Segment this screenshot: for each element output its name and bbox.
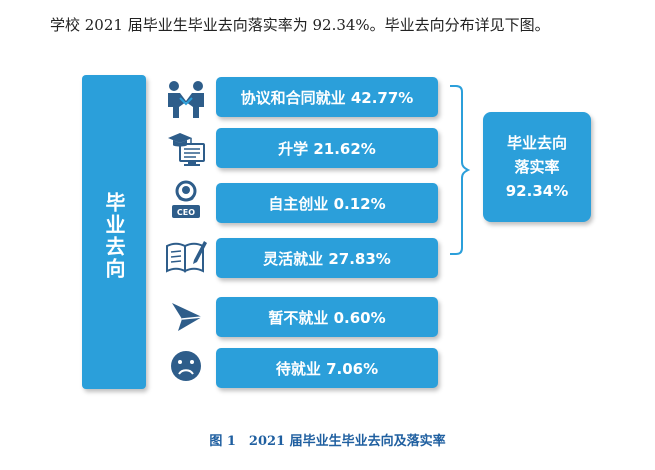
graduation-cap-screen-icon xyxy=(168,133,205,166)
paper-plane-icon xyxy=(172,303,203,331)
book-pen-icon xyxy=(166,241,207,273)
intro-text: 学校 2021 届毕业生毕业去向落实率为 92.34%。毕业去向分布详见下图。 xyxy=(50,16,550,34)
destination-side-bar: 毕业去向 xyxy=(82,75,146,389)
summary-value: 92.34% xyxy=(505,182,569,200)
item-agreement-contract-employment: 协议和合同就业 42.77% xyxy=(216,77,438,117)
sad-face-icon xyxy=(171,351,201,381)
figure-caption: 图 1 2021 届毕业生毕业去向及落实率 xyxy=(209,434,446,449)
ceo-person-icon: CEO xyxy=(172,180,200,218)
svg-text:CEO: CEO xyxy=(177,208,195,217)
side-bar-label: 毕业去向 xyxy=(102,192,126,280)
summary-bracket xyxy=(450,85,471,255)
item-further-study: 升学 21.62% xyxy=(216,128,438,168)
item-not-employed-yet: 暂不就业 0.60% xyxy=(216,297,438,337)
summary-line-2: 落实率 xyxy=(514,158,560,176)
item-awaiting-employment: 待就业 7.06% xyxy=(216,348,438,388)
item-self-employment: 自主创业 0.12% xyxy=(216,183,438,223)
handshake-people-icon xyxy=(168,81,204,118)
item-flexible-employment: 灵活就业 27.83% xyxy=(216,238,438,278)
placement-rate-summary: 毕业去向 落实率 92.34% xyxy=(483,112,591,222)
summary-line-1: 毕业去向 xyxy=(506,134,567,152)
